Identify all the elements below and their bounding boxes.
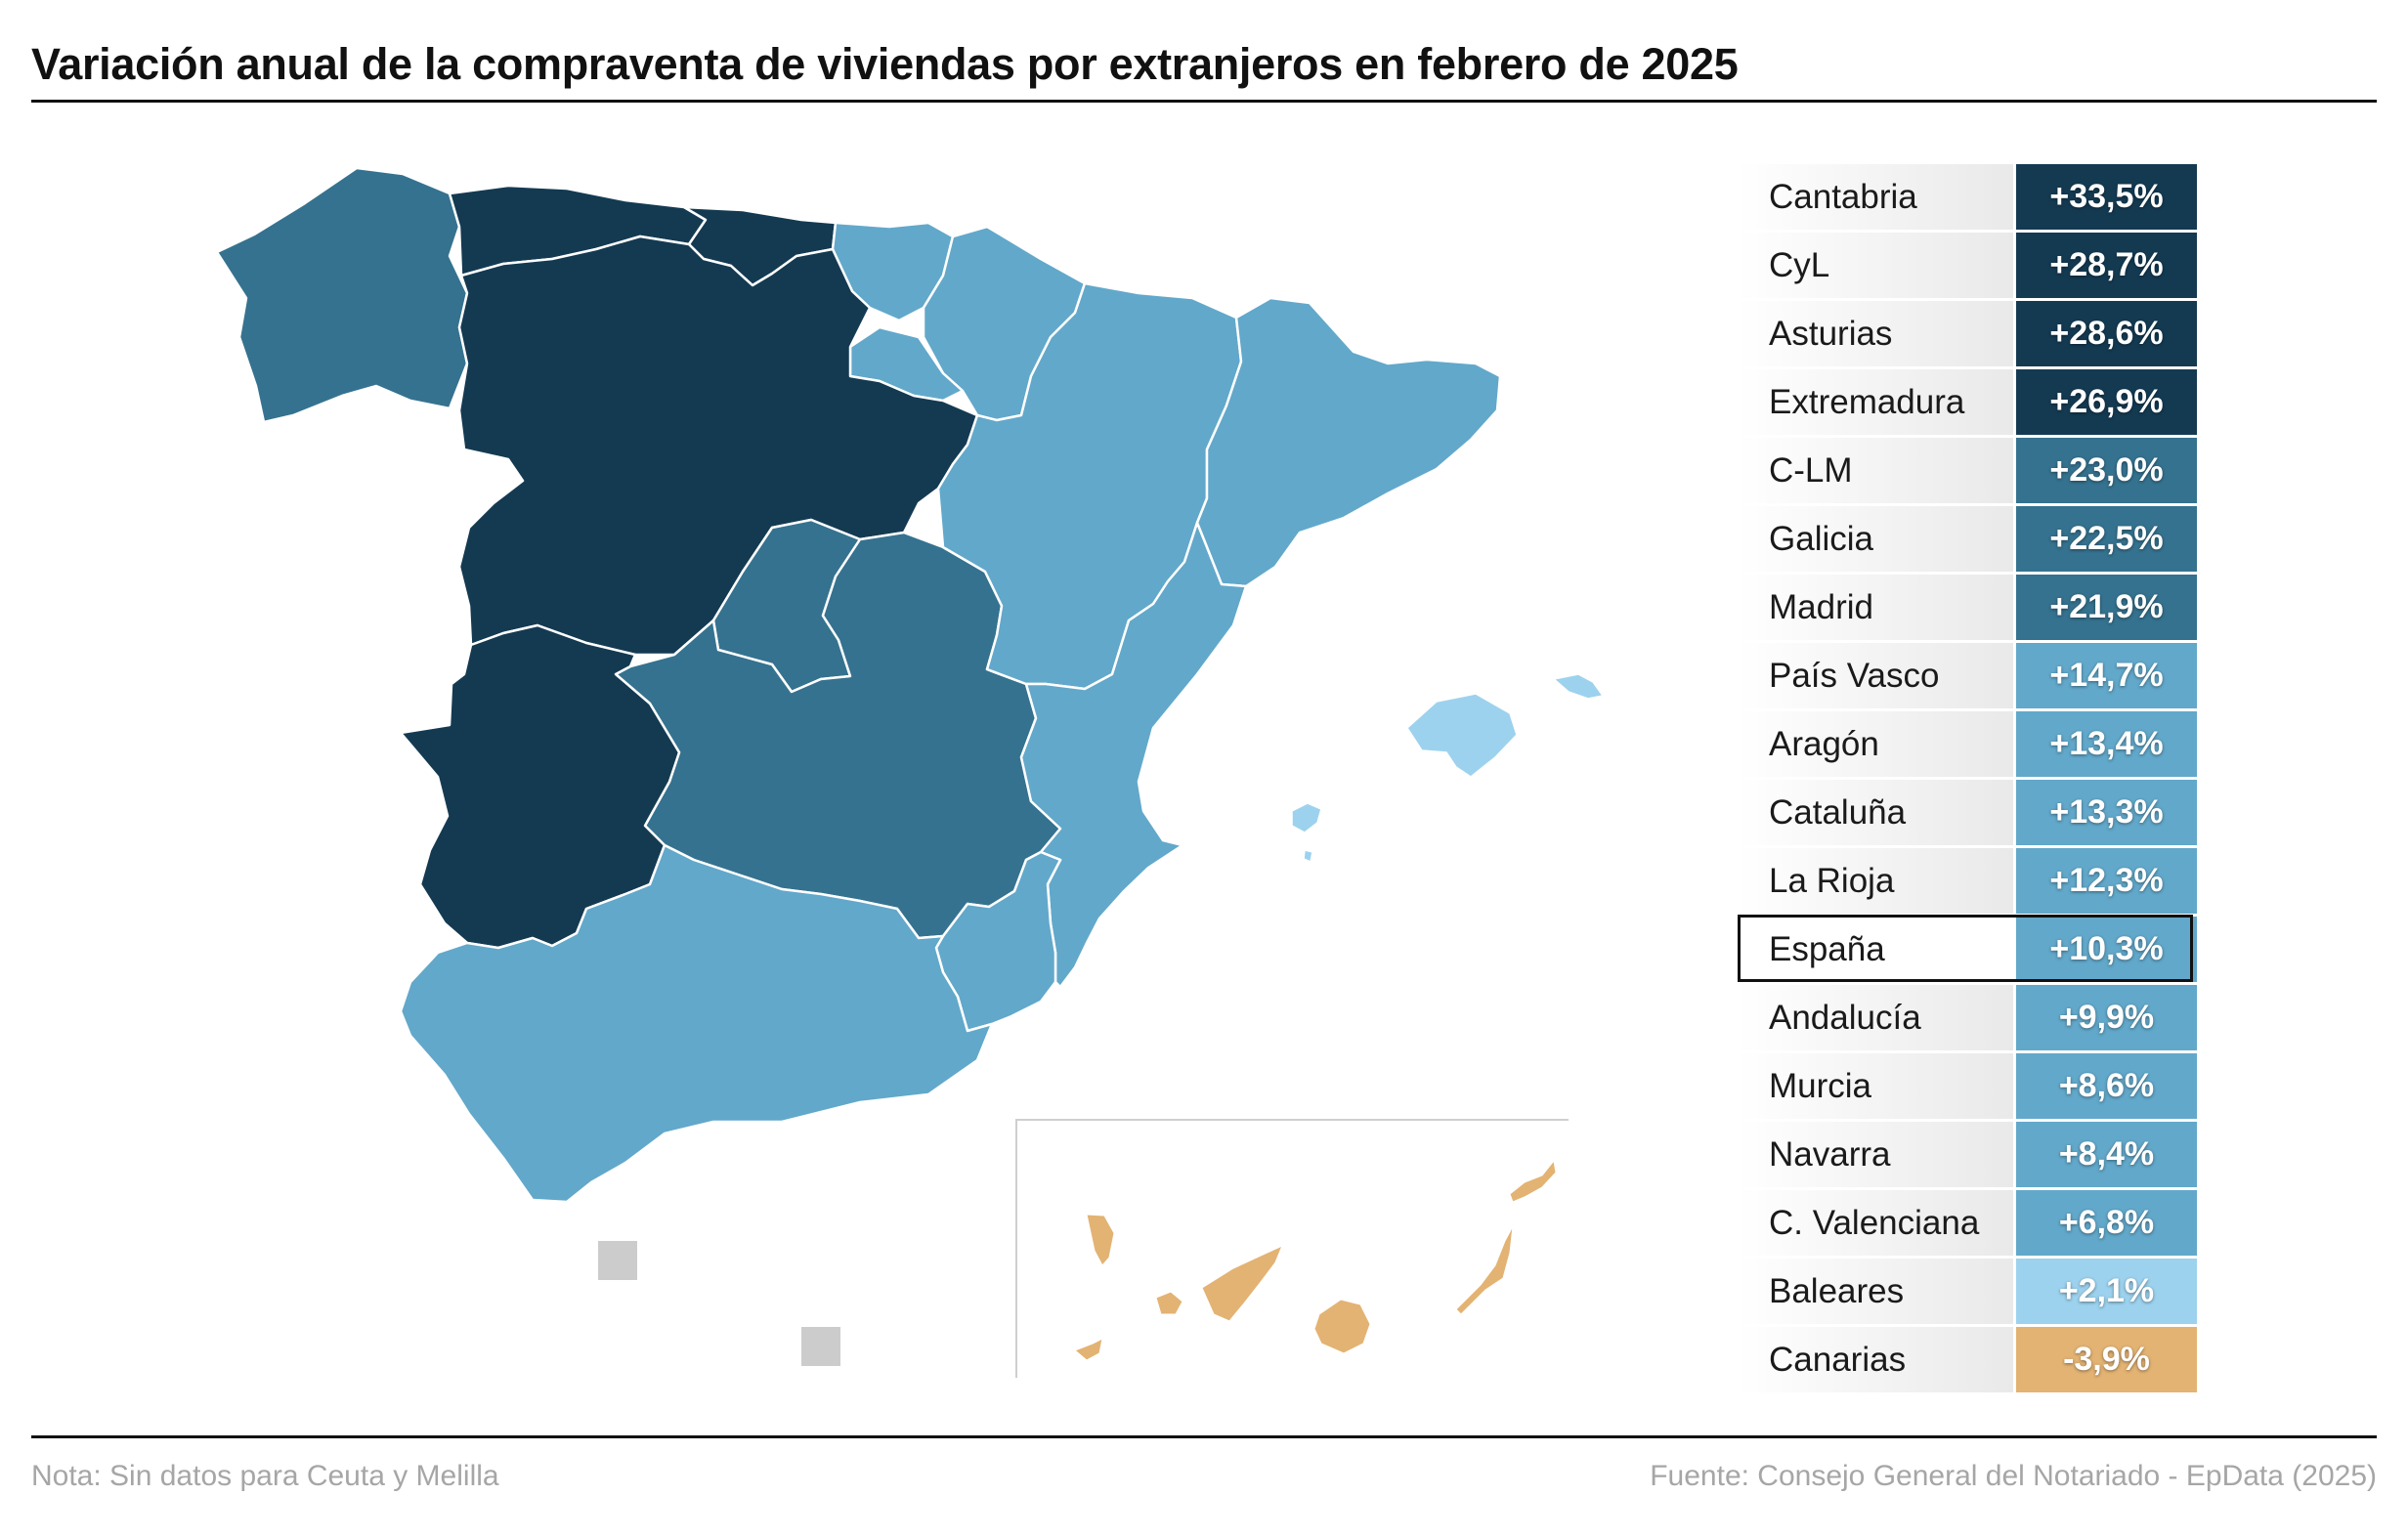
region-baleares-menorca[interactable] bbox=[1552, 673, 1605, 700]
region-name: Aragón bbox=[1769, 725, 1879, 763]
footer-rule bbox=[31, 1435, 2377, 1438]
table-row: Baleares +2,1% bbox=[1738, 1259, 2197, 1327]
row-name-cell: La Rioja bbox=[1738, 848, 2013, 914]
row-name-cell: País Vasco bbox=[1738, 643, 2013, 708]
row-name-cell: C. Valenciana bbox=[1738, 1190, 2013, 1256]
row-name-cell: Canarias bbox=[1738, 1327, 2013, 1392]
region-value: +10,3% bbox=[2016, 917, 2197, 982]
row-name-cell: Cataluña bbox=[1738, 780, 2013, 845]
region-cataluna[interactable] bbox=[1195, 296, 1502, 588]
region-value: +26,9% bbox=[2016, 369, 2197, 435]
table-row: Andalucía +9,9% bbox=[1738, 985, 2197, 1053]
region-value: +12,3% bbox=[2016, 848, 2197, 914]
region-ceuta bbox=[598, 1241, 637, 1280]
region-value: +13,4% bbox=[2016, 711, 2197, 777]
region-castilla-y-leon[interactable] bbox=[457, 235, 979, 657]
table-row: CyL +28,7% bbox=[1738, 233, 2197, 301]
table-row: Navarra +8,4% bbox=[1738, 1122, 2197, 1190]
chart-title: Variación anual de la compraventa de viv… bbox=[31, 39, 1739, 89]
row-name-cell: Aragón bbox=[1738, 711, 2013, 777]
region-canarias-tenerife[interactable] bbox=[1201, 1245, 1283, 1322]
region-value: +9,9% bbox=[2016, 985, 2197, 1050]
row-name-cell: Extremadura bbox=[1738, 369, 2013, 435]
region-value: +2,1% bbox=[2016, 1259, 2197, 1324]
region-canarias-la-palma[interactable] bbox=[1086, 1214, 1115, 1266]
region-name: C-LM bbox=[1769, 451, 1853, 490]
region-name: Extremadura bbox=[1769, 383, 1965, 421]
canarias-inset-frame bbox=[1015, 1119, 1569, 1378]
table-row: C-LM +23,0% bbox=[1738, 438, 2197, 506]
region-name: Andalucía bbox=[1769, 999, 1921, 1037]
region-baleares-mallorca[interactable] bbox=[1406, 693, 1518, 778]
region-name: Cataluña bbox=[1769, 793, 1907, 832]
region-value: +14,7% bbox=[2016, 643, 2197, 708]
row-name-cell: Andalucía bbox=[1738, 985, 2013, 1050]
region-canarias-lanzarote[interactable] bbox=[1509, 1159, 1557, 1203]
region-name: C. Valenciana bbox=[1769, 1204, 1980, 1242]
row-name-cell: Navarra bbox=[1738, 1122, 2013, 1187]
row-name-cell: Cantabria bbox=[1738, 164, 2013, 230]
region-name: Navarra bbox=[1769, 1135, 1891, 1174]
table-row: Canarias -3,9% bbox=[1738, 1327, 2197, 1395]
table-row: Madrid +21,9% bbox=[1738, 575, 2197, 643]
footnote: Nota: Sin datos para Ceuta y Melilla bbox=[31, 1460, 499, 1492]
region-value: +13,3% bbox=[2016, 780, 2197, 845]
region-name: Murcia bbox=[1769, 1067, 1872, 1105]
row-name-cell: Madrid bbox=[1738, 575, 2013, 640]
title-rule bbox=[31, 100, 2377, 103]
region-name: España bbox=[1769, 930, 1885, 968]
region-melilla bbox=[801, 1327, 840, 1366]
region-value: +23,0% bbox=[2016, 438, 2197, 503]
region-name: La Rioja bbox=[1769, 862, 1895, 900]
table-row-espana: España +10,3% bbox=[1738, 915, 2197, 985]
region-name: Baleares bbox=[1769, 1272, 1905, 1310]
region-value: +21,9% bbox=[2016, 575, 2197, 640]
region-baleares-ibiza[interactable] bbox=[1291, 802, 1322, 833]
table-row: Murcia +8,6% bbox=[1738, 1053, 2197, 1122]
region-value: +6,8% bbox=[2016, 1190, 2197, 1256]
region-name: Galicia bbox=[1769, 520, 1873, 558]
region-value: +8,4% bbox=[2016, 1122, 2197, 1187]
row-name-cell: CyL bbox=[1738, 233, 2013, 298]
region-baleares-formentera[interactable] bbox=[1303, 849, 1313, 864]
table-row: C. Valenciana +6,8% bbox=[1738, 1190, 2197, 1259]
ranking-table: Cantabria +33,5% CyL +28,7% Asturias +28… bbox=[1738, 164, 2197, 1395]
region-canarias-gran-canaria[interactable] bbox=[1313, 1299, 1371, 1354]
row-name-cell: Murcia bbox=[1738, 1053, 2013, 1119]
region-name: Madrid bbox=[1769, 588, 1873, 626]
row-name-cell: Baleares bbox=[1738, 1259, 2013, 1324]
row-name-cell: Asturias bbox=[1738, 301, 2013, 366]
table-row: La Rioja +12,3% bbox=[1738, 848, 2197, 917]
region-canarias-fuerteventura[interactable] bbox=[1455, 1225, 1514, 1315]
region-canarias-el-hierro[interactable] bbox=[1074, 1338, 1103, 1361]
region-andalucia[interactable] bbox=[399, 843, 994, 1204]
spain-map bbox=[215, 166, 1605, 1378]
region-name: Cantabria bbox=[1769, 178, 1917, 216]
row-name-cell: España bbox=[1738, 917, 2013, 982]
table-row: País Vasco +14,7% bbox=[1738, 643, 2197, 711]
region-value: +28,7% bbox=[2016, 233, 2197, 298]
table-row: Asturias +28,6% bbox=[1738, 301, 2197, 369]
region-value: -3,9% bbox=[2016, 1327, 2197, 1392]
region-value: +22,5% bbox=[2016, 506, 2197, 572]
table-row: Galicia +22,5% bbox=[1738, 506, 2197, 575]
table-row: Cantabria +33,5% bbox=[1738, 164, 2197, 233]
table-row: Cataluña +13,3% bbox=[1738, 780, 2197, 848]
row-name-cell: C-LM bbox=[1738, 438, 2013, 503]
region-value: +33,5% bbox=[2016, 164, 2197, 230]
region-name: País Vasco bbox=[1769, 657, 1940, 695]
region-value: +8,6% bbox=[2016, 1053, 2197, 1119]
region-name: Canarias bbox=[1769, 1341, 1907, 1379]
region-name: Asturias bbox=[1769, 315, 1893, 353]
table-row: Extremadura +26,9% bbox=[1738, 369, 2197, 438]
region-value: +28,6% bbox=[2016, 301, 2197, 366]
table-row: Aragón +13,4% bbox=[1738, 711, 2197, 780]
source-credit: Fuente: Consejo General del Notariado - … bbox=[1650, 1460, 2377, 1492]
region-canarias-la-gomera[interactable] bbox=[1155, 1291, 1183, 1315]
region-name: CyL bbox=[1769, 246, 1830, 284]
region-galicia[interactable] bbox=[215, 166, 469, 424]
row-name-cell: Galicia bbox=[1738, 506, 2013, 572]
